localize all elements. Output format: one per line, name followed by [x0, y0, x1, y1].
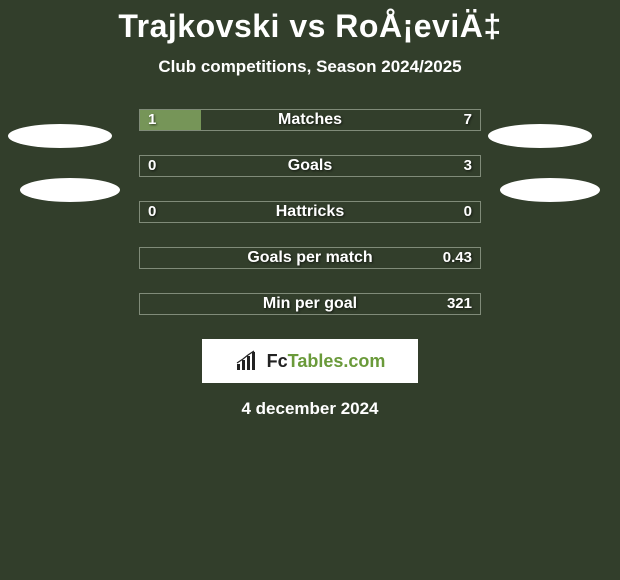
stat-value-right: 7 — [464, 110, 472, 130]
fctables-logo: FcTables.com — [202, 339, 418, 383]
stat-value-left: 1 — [148, 110, 156, 130]
bar-chart-icon — [235, 350, 261, 372]
stat-value-right: 0.43 — [443, 248, 472, 268]
logo-text: FcTables.com — [267, 351, 386, 372]
stat-label: Goals — [140, 156, 480, 176]
stat-row: 1Matches7 — [139, 109, 481, 131]
decorative-ellipse — [8, 124, 112, 148]
stat-label: Goals per match — [140, 248, 480, 268]
stat-row: Goals per match0.43 — [139, 247, 481, 269]
snapshot-date: 4 december 2024 — [0, 399, 620, 419]
decorative-ellipse — [20, 178, 120, 202]
stat-label: Min per goal — [140, 294, 480, 314]
stat-value-left: 0 — [148, 202, 156, 222]
stats-bars: 1Matches70Goals30Hattricks0Goals per mat… — [139, 109, 481, 315]
stat-row: 0Hattricks0 — [139, 201, 481, 223]
stat-value-right: 3 — [464, 156, 472, 176]
stat-value-left: 0 — [148, 156, 156, 176]
stat-label: Hattricks — [140, 202, 480, 222]
stat-value-right: 0 — [464, 202, 472, 222]
comparison-subtitle: Club competitions, Season 2024/2025 — [0, 57, 620, 77]
stat-value-right: 321 — [447, 294, 472, 314]
decorative-ellipse — [488, 124, 592, 148]
comparison-title: Trajkovski vs RoÅ¡eviÄ‡ — [0, 0, 620, 45]
decorative-ellipse — [500, 178, 600, 202]
stat-row: 0Goals3 — [139, 155, 481, 177]
stat-row: Min per goal321 — [139, 293, 481, 315]
